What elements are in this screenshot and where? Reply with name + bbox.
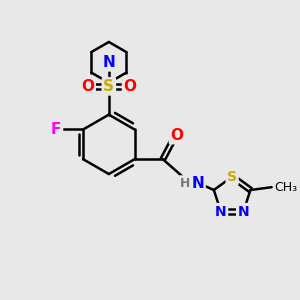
Text: O: O xyxy=(81,79,94,94)
Text: O: O xyxy=(124,79,136,94)
Text: O: O xyxy=(170,128,184,143)
Text: H: H xyxy=(180,177,191,190)
Text: N: N xyxy=(191,176,204,191)
Text: CH₃: CH₃ xyxy=(274,181,298,194)
Text: S: S xyxy=(103,79,114,94)
Text: N: N xyxy=(238,205,249,218)
Text: F: F xyxy=(51,122,62,137)
Text: N: N xyxy=(215,205,226,218)
Text: N: N xyxy=(103,55,115,70)
Text: S: S xyxy=(227,170,237,184)
